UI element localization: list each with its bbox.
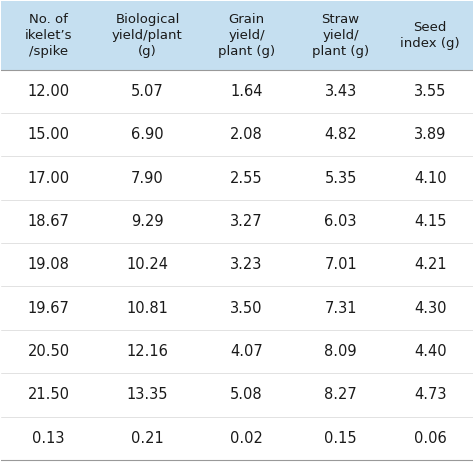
Text: Biological
yield/plant
(g): Biological yield/plant (g) (112, 13, 183, 58)
Text: 19.67: 19.67 (27, 301, 70, 316)
Text: 5.07: 5.07 (131, 84, 164, 99)
Text: 4.73: 4.73 (414, 387, 447, 402)
Text: 3.89: 3.89 (414, 127, 447, 142)
Text: Grain
yield/
plant (g): Grain yield/ plant (g) (218, 13, 275, 58)
Text: 9.29: 9.29 (131, 214, 164, 229)
Text: 3.50: 3.50 (230, 301, 263, 316)
Text: Seed
index (g): Seed index (g) (401, 21, 460, 50)
Text: 7.90: 7.90 (131, 171, 164, 186)
Text: No. of
ikelet’s
/spike: No. of ikelet’s /spike (25, 13, 72, 58)
Text: 0.21: 0.21 (131, 431, 164, 446)
Text: 4.07: 4.07 (230, 344, 263, 359)
Text: 7.31: 7.31 (324, 301, 357, 316)
Text: 7.01: 7.01 (324, 257, 357, 272)
Text: 0.15: 0.15 (324, 431, 357, 446)
Text: 17.00: 17.00 (27, 171, 70, 186)
Text: 3.55: 3.55 (414, 84, 447, 99)
Text: 19.08: 19.08 (27, 257, 70, 272)
Text: 10.24: 10.24 (127, 257, 168, 272)
Text: 6.90: 6.90 (131, 127, 164, 142)
Text: 6.03: 6.03 (324, 214, 357, 229)
Text: Straw
yield/
plant (g): Straw yield/ plant (g) (312, 13, 369, 58)
Text: 5.35: 5.35 (325, 171, 357, 186)
Text: 1.64: 1.64 (230, 84, 263, 99)
Text: 3.23: 3.23 (230, 257, 263, 272)
Text: 10.81: 10.81 (127, 301, 168, 316)
Text: 3.27: 3.27 (230, 214, 263, 229)
Text: 4.40: 4.40 (414, 344, 447, 359)
Text: 5.08: 5.08 (230, 387, 263, 402)
Text: 2.08: 2.08 (230, 127, 263, 142)
Text: 0.02: 0.02 (230, 431, 263, 446)
Text: 0.06: 0.06 (414, 431, 447, 446)
Text: 4.21: 4.21 (414, 257, 447, 272)
Text: 20.50: 20.50 (27, 344, 70, 359)
Text: 3.43: 3.43 (325, 84, 357, 99)
Text: 4.82: 4.82 (324, 127, 357, 142)
Text: 15.00: 15.00 (27, 127, 70, 142)
Text: 0.13: 0.13 (32, 431, 65, 446)
FancyBboxPatch shape (1, 1, 473, 70)
Text: 8.09: 8.09 (324, 344, 357, 359)
Text: 4.30: 4.30 (414, 301, 447, 316)
Text: 13.35: 13.35 (127, 387, 168, 402)
Text: 4.10: 4.10 (414, 171, 447, 186)
Text: 4.15: 4.15 (414, 214, 447, 229)
Text: 2.55: 2.55 (230, 171, 263, 186)
Text: 12.00: 12.00 (27, 84, 70, 99)
Text: 18.67: 18.67 (27, 214, 70, 229)
Text: 12.16: 12.16 (127, 344, 168, 359)
Text: 21.50: 21.50 (27, 387, 70, 402)
Text: 8.27: 8.27 (324, 387, 357, 402)
